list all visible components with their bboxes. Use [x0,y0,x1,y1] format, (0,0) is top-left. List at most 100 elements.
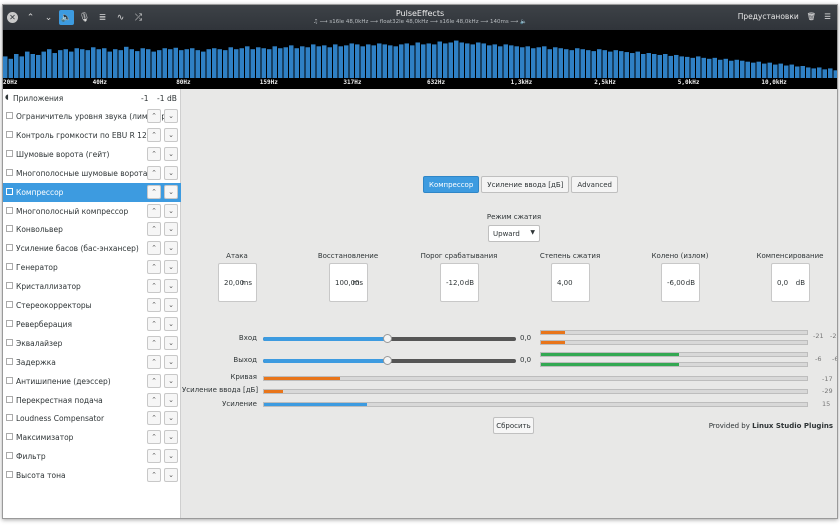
mode-select[interactable]: Upward ▼ [488,225,540,242]
provider-name[interactable]: Linux Studio Plugins [752,422,833,430]
move-down-icon[interactable]: ⌄ [164,298,178,312]
list-icon[interactable]: ≣ [98,12,107,23]
enable-checkbox[interactable] [6,168,13,176]
move-up-icon[interactable]: ⌃ [147,146,161,161]
move-up-icon[interactable]: ⌃ [147,279,161,294]
move-up-icon[interactable]: ⌃ [147,430,161,445]
enable-checkbox[interactable] [6,319,13,327]
move-up-icon[interactable]: ⌃ [147,316,161,331]
enable-checkbox[interactable] [6,452,13,460]
move-down-icon[interactable]: ⌄ [164,392,178,407]
enable-checkbox[interactable] [6,206,13,214]
sidebar-item[interactable]: Конвольвер ⌃ ⌄ [3,220,181,239]
move-up-icon[interactable]: ⌃ [147,392,161,407]
move-down-icon[interactable]: ⌄ [164,241,178,256]
sidebar-item[interactable]: Перекрестная подача ⌃ ⌄ [3,391,181,410]
param-spinbutton[interactable]: 0,0 dB [771,263,810,302]
move-down-icon[interactable]: ⌄ [164,222,178,237]
tab-input-gain[interactable]: Усиление ввода [дБ] [481,176,570,193]
enable-checkbox[interactable] [6,244,13,252]
move-down-icon[interactable]: ⌄ [164,279,178,294]
sidebar-item[interactable]: Эквалайзер ⌃ ⌄ [3,334,181,353]
speaker-icon[interactable]: 🔈 [59,10,74,25]
move-down-icon[interactable]: ⌄ [164,165,178,180]
move-up-icon[interactable]: ⌃ [147,109,161,123]
chevron-up-icon[interactable]: ⌃ [26,12,35,23]
enable-checkbox[interactable] [6,471,13,479]
move-down-icon[interactable]: ⌄ [164,373,178,388]
sidebar-item[interactable]: Шумовые ворота (гейт) ⌃ ⌄ [3,145,181,164]
sidebar-item[interactable]: Компрессор ⌃ ⌄ [3,182,181,202]
sidebar-item[interactable]: Ограничитель уровня звука (лимитер) ⌃ ⌄ [3,107,181,126]
move-down-icon[interactable]: ⌄ [164,203,178,218]
move-down-icon[interactable]: ⌄ [164,316,178,331]
sidebar-item[interactable]: Высота тона ⌃ ⌄ [3,466,181,485]
param-spinbutton[interactable]: -6,00 dB [661,263,700,302]
sidebar-item[interactable]: Loudness Compensator ⌃ ⌄ [3,409,181,428]
move-up-icon[interactable]: ⌃ [147,354,161,369]
sidebar-item[interactable]: Усиление басов (бас-энхансер) ⌃ ⌄ [3,239,181,258]
chevron-down-icon[interactable]: ⌄ [44,12,53,23]
sidebar-item[interactable]: Реверберация ⌃ ⌄ [3,315,181,334]
move-down-icon[interactable]: ⌄ [164,335,178,350]
move-up-icon[interactable]: ⌃ [147,411,161,426]
move-down-icon[interactable]: ⌄ [164,109,178,123]
move-down-icon[interactable]: ⌄ [164,468,178,483]
enable-checkbox[interactable] [6,414,13,422]
presets-button[interactable]: Предустановки [737,12,799,21]
move-up-icon[interactable]: ⌃ [147,298,161,312]
move-down-icon[interactable]: ⌄ [164,354,178,369]
trash-icon[interactable]: 🗑 [806,12,817,21]
waveform-icon[interactable]: ∿ [116,12,125,23]
move-down-icon[interactable]: ⌄ [164,411,178,426]
output-slider[interactable] [263,356,516,365]
move-up-icon[interactable]: ⌃ [147,468,161,483]
sidebar-item[interactable]: Максимизатор ⌃ ⌄ [3,428,181,447]
param-spinbutton[interactable]: -12,0 dB [440,263,479,302]
move-up-icon[interactable]: ⌃ [147,203,161,218]
tab-compressor[interactable]: Компрессор [423,176,480,193]
enable-checkbox[interactable] [6,357,13,365]
sidebar-item[interactable]: Фильтр ⌃ ⌄ [3,447,181,466]
enable-checkbox[interactable] [6,301,13,308]
apps-row[interactable]: ◖ Приложения -1 -1 dB [3,89,181,107]
reset-button[interactable]: Сбросить [493,417,534,434]
move-up-icon[interactable]: ⌃ [147,222,161,237]
move-up-icon[interactable]: ⌃ [147,373,161,388]
enable-checkbox[interactable] [6,187,13,195]
move-up-icon[interactable]: ⌃ [147,335,161,350]
shuffle-icon[interactable]: ⤮ [134,12,143,23]
input-slider[interactable] [263,334,516,343]
sidebar-item[interactable]: Антишипение (деэссер) ⌃ ⌄ [3,372,181,391]
enable-checkbox[interactable] [6,149,13,157]
param-spinbutton[interactable]: 20,00 ms [218,263,257,302]
enable-checkbox[interactable] [6,130,13,138]
sidebar-item[interactable]: Кристаллизатор ⌃ ⌄ [3,277,181,296]
move-down-icon[interactable]: ⌄ [164,430,178,445]
move-up-icon[interactable]: ⌃ [147,449,161,464]
move-down-icon[interactable]: ⌄ [164,184,178,199]
output-slider-knob[interactable] [382,356,392,365]
move-up-icon[interactable]: ⌃ [147,127,161,142]
move-up-icon[interactable]: ⌃ [147,260,161,275]
enable-checkbox[interactable] [6,338,13,346]
enable-checkbox[interactable] [6,112,13,119]
param-spinbutton[interactable]: 100,00 ms [329,263,368,302]
enable-checkbox[interactable] [6,395,13,403]
move-down-icon[interactable]: ⌄ [164,127,178,142]
enable-checkbox[interactable] [6,376,13,384]
move-up-icon[interactable]: ⌃ [147,241,161,256]
sidebar-item[interactable]: Многополосный компрессор ⌃ ⌄ [3,202,181,221]
move-down-icon[interactable]: ⌄ [164,260,178,275]
microphone-icon[interactable]: 🎙 [78,12,91,23]
move-up-icon[interactable]: ⌃ [147,165,161,180]
sidebar-item[interactable]: Многополосные шумовые ворота ⌃ ⌄ [3,164,181,183]
input-slider-knob[interactable] [382,334,392,343]
menu-icon[interactable]: ☰ [824,12,831,21]
move-up-icon[interactable]: ⌃ [147,184,161,199]
close-icon[interactable]: ✕ [7,12,18,23]
sidebar-item[interactable]: Стереокорректоры ⌃ ⌄ [3,296,181,315]
sidebar-item[interactable]: Генератор ⌃ ⌄ [3,258,181,277]
sidebar-item[interactable]: Контроль громкости по EBU R 128 ⌃ ⌄ [3,126,181,145]
enable-checkbox[interactable] [6,433,13,441]
